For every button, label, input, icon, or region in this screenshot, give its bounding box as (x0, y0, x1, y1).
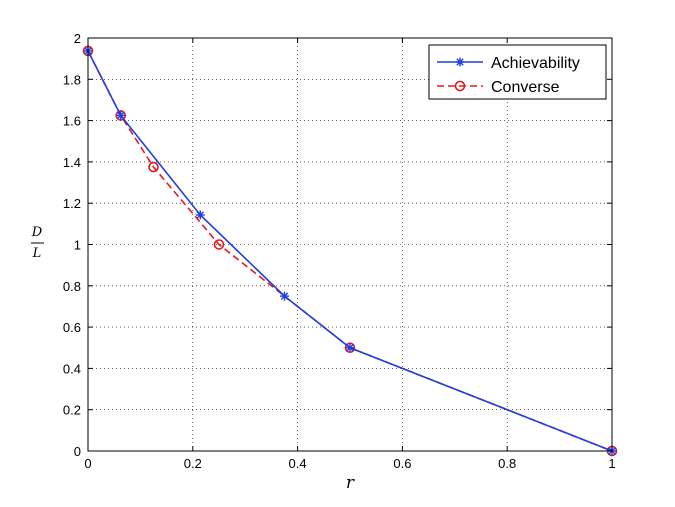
y-tick-label: 0.4 (63, 361, 81, 376)
y-axis-label-numerator: D (31, 225, 43, 240)
y-tick-label: 0 (74, 444, 81, 459)
asterisk-stroke (117, 111, 125, 120)
y-tick-label: 1.4 (63, 155, 81, 170)
achievability-marker (195, 210, 205, 220)
y-tick-label: 0.8 (63, 279, 81, 294)
asterisk-stroke (346, 344, 354, 352)
x-tick-label: 0 (84, 456, 91, 471)
plot-area (88, 38, 612, 451)
x-tick-label: 1 (608, 456, 615, 471)
y-tick-label: 1.6 (63, 114, 81, 129)
y-tick-label: 0.6 (63, 320, 81, 335)
axis-ticks: 0 0.2 0.4 0.6 0.8 1 0 0.2 0.4 0.6 0.8 1 1.2 1.4 1.6 1.8… (63, 31, 616, 471)
y-tick-label: 1 (74, 238, 81, 253)
achievability-marker (280, 291, 289, 301)
converse-marker (148, 161, 159, 173)
y-tick-label: 0.2 (63, 403, 81, 418)
achievability-line (87, 50, 613, 452)
y-tick-label: 1.2 (63, 196, 81, 211)
x-tick-label: 0.8 (498, 456, 516, 471)
asterisk-stroke (196, 211, 204, 219)
asterisk-stroke (456, 58, 464, 66)
y-tick-label: 1.8 (63, 72, 81, 87)
legend-marker-converse (454, 80, 466, 92)
y-axis-label-denominator: L (32, 246, 42, 261)
x-tick-label: 0.2 (184, 456, 202, 471)
converse-marker (213, 239, 225, 250)
achievability-marker (345, 343, 355, 353)
legend-label-achievability: Achievability (491, 55, 580, 72)
x-axis-label: r (346, 473, 355, 493)
legend: Achievability Converse (428, 44, 607, 100)
y-axis-label: D L (31, 225, 44, 261)
y-tick-label: 2 (74, 31, 81, 46)
asterisk-stroke (280, 292, 289, 300)
series-layer (82, 45, 618, 457)
achievability-marker (116, 110, 126, 120)
legend-label-converse: Converse (491, 79, 560, 96)
x-tick-label: 0.6 (393, 456, 411, 471)
x-tick-label: 0.4 (289, 456, 307, 471)
legend-marker-achievability (455, 57, 465, 67)
